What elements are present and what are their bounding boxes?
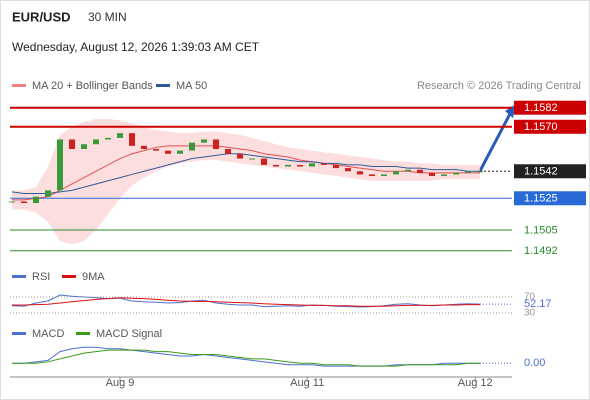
candle bbox=[357, 171, 363, 175]
candle bbox=[225, 149, 231, 154]
candle bbox=[261, 158, 267, 165]
candle bbox=[465, 171, 471, 173]
candle bbox=[57, 139, 63, 191]
candle bbox=[249, 158, 255, 160]
candle bbox=[345, 168, 351, 172]
macd-line bbox=[12, 349, 480, 367]
legend-swatch bbox=[76, 332, 90, 335]
candle bbox=[441, 174, 447, 177]
datetime: Wednesday, August 12, 2026 1:39:03 AM CE… bbox=[12, 40, 260, 54]
bollinger-band bbox=[12, 118, 480, 245]
legend-label: MA 20 + Bollinger Bands bbox=[32, 80, 153, 92]
candle bbox=[45, 190, 51, 197]
candle bbox=[105, 137, 111, 140]
candle bbox=[177, 150, 183, 154]
level-box bbox=[514, 100, 586, 115]
candle bbox=[21, 201, 27, 204]
level-label: 1.1525 bbox=[524, 193, 558, 205]
candle bbox=[333, 164, 339, 169]
symbol: EUR/USD bbox=[12, 9, 71, 24]
level-label: 1.1542 bbox=[524, 166, 558, 178]
candle bbox=[141, 145, 147, 150]
arrow-head bbox=[505, 104, 516, 118]
candle bbox=[213, 139, 219, 150]
candle bbox=[285, 164, 291, 167]
candle bbox=[273, 164, 279, 167]
legend-swatch bbox=[156, 84, 170, 87]
forecast-arrow bbox=[478, 109, 514, 172]
level-label: 1.1492 bbox=[524, 245, 558, 257]
candle bbox=[189, 142, 195, 151]
level-label: 1.1582 bbox=[524, 102, 558, 114]
candle bbox=[9, 201, 15, 203]
credit: Research © 2026 Trading Central bbox=[417, 80, 581, 92]
candle bbox=[381, 174, 387, 177]
y-tick-label: 70 bbox=[524, 292, 536, 303]
candle bbox=[153, 149, 159, 151]
candle bbox=[237, 153, 243, 159]
x-tick-label: Aug 12 bbox=[458, 377, 493, 389]
legend-swatch bbox=[12, 332, 26, 335]
ma-line bbox=[11, 153, 480, 195]
current-label: 0.00 bbox=[524, 357, 545, 369]
level-box bbox=[514, 164, 586, 179]
macd-line bbox=[12, 346, 480, 367]
legend-label: MACD bbox=[32, 328, 64, 340]
candle bbox=[117, 133, 123, 138]
candle bbox=[81, 144, 87, 150]
candle bbox=[93, 139, 99, 145]
level-box bbox=[514, 119, 586, 134]
legend-label: MACD Signal bbox=[96, 328, 162, 340]
candle bbox=[33, 196, 39, 204]
candle bbox=[405, 169, 411, 172]
legend-swatch bbox=[12, 275, 26, 278]
rsi-line bbox=[12, 297, 480, 307]
current-label: 52.17 bbox=[524, 298, 552, 310]
level-label: 1.1570 bbox=[524, 121, 558, 133]
legend-swatch bbox=[12, 84, 26, 87]
interval: 30 MIN bbox=[88, 10, 127, 24]
level-label: 1.1505 bbox=[524, 224, 558, 236]
candle bbox=[201, 139, 207, 143]
candle bbox=[297, 164, 303, 167]
rsi-line bbox=[11, 294, 481, 308]
candle bbox=[165, 150, 171, 154]
legend-label: 9MA bbox=[82, 271, 105, 283]
y-tick-label: 30 bbox=[524, 308, 536, 319]
candle bbox=[429, 172, 435, 177]
candle bbox=[477, 171, 483, 173]
legend-label: RSI bbox=[32, 271, 50, 283]
candle bbox=[417, 169, 423, 173]
x-tick-label: Aug 11 bbox=[290, 377, 324, 389]
legend-label: MA 50 bbox=[176, 80, 207, 92]
candle bbox=[129, 133, 135, 146]
candle bbox=[393, 171, 399, 175]
legend-swatch bbox=[62, 275, 76, 278]
candle bbox=[369, 174, 375, 177]
candle bbox=[69, 139, 75, 150]
candle bbox=[321, 163, 327, 165]
x-tick-label: Aug 9 bbox=[106, 377, 135, 389]
level-box bbox=[514, 191, 586, 206]
ma-line bbox=[12, 145, 480, 201]
candle bbox=[453, 172, 459, 175]
candle bbox=[309, 163, 315, 167]
